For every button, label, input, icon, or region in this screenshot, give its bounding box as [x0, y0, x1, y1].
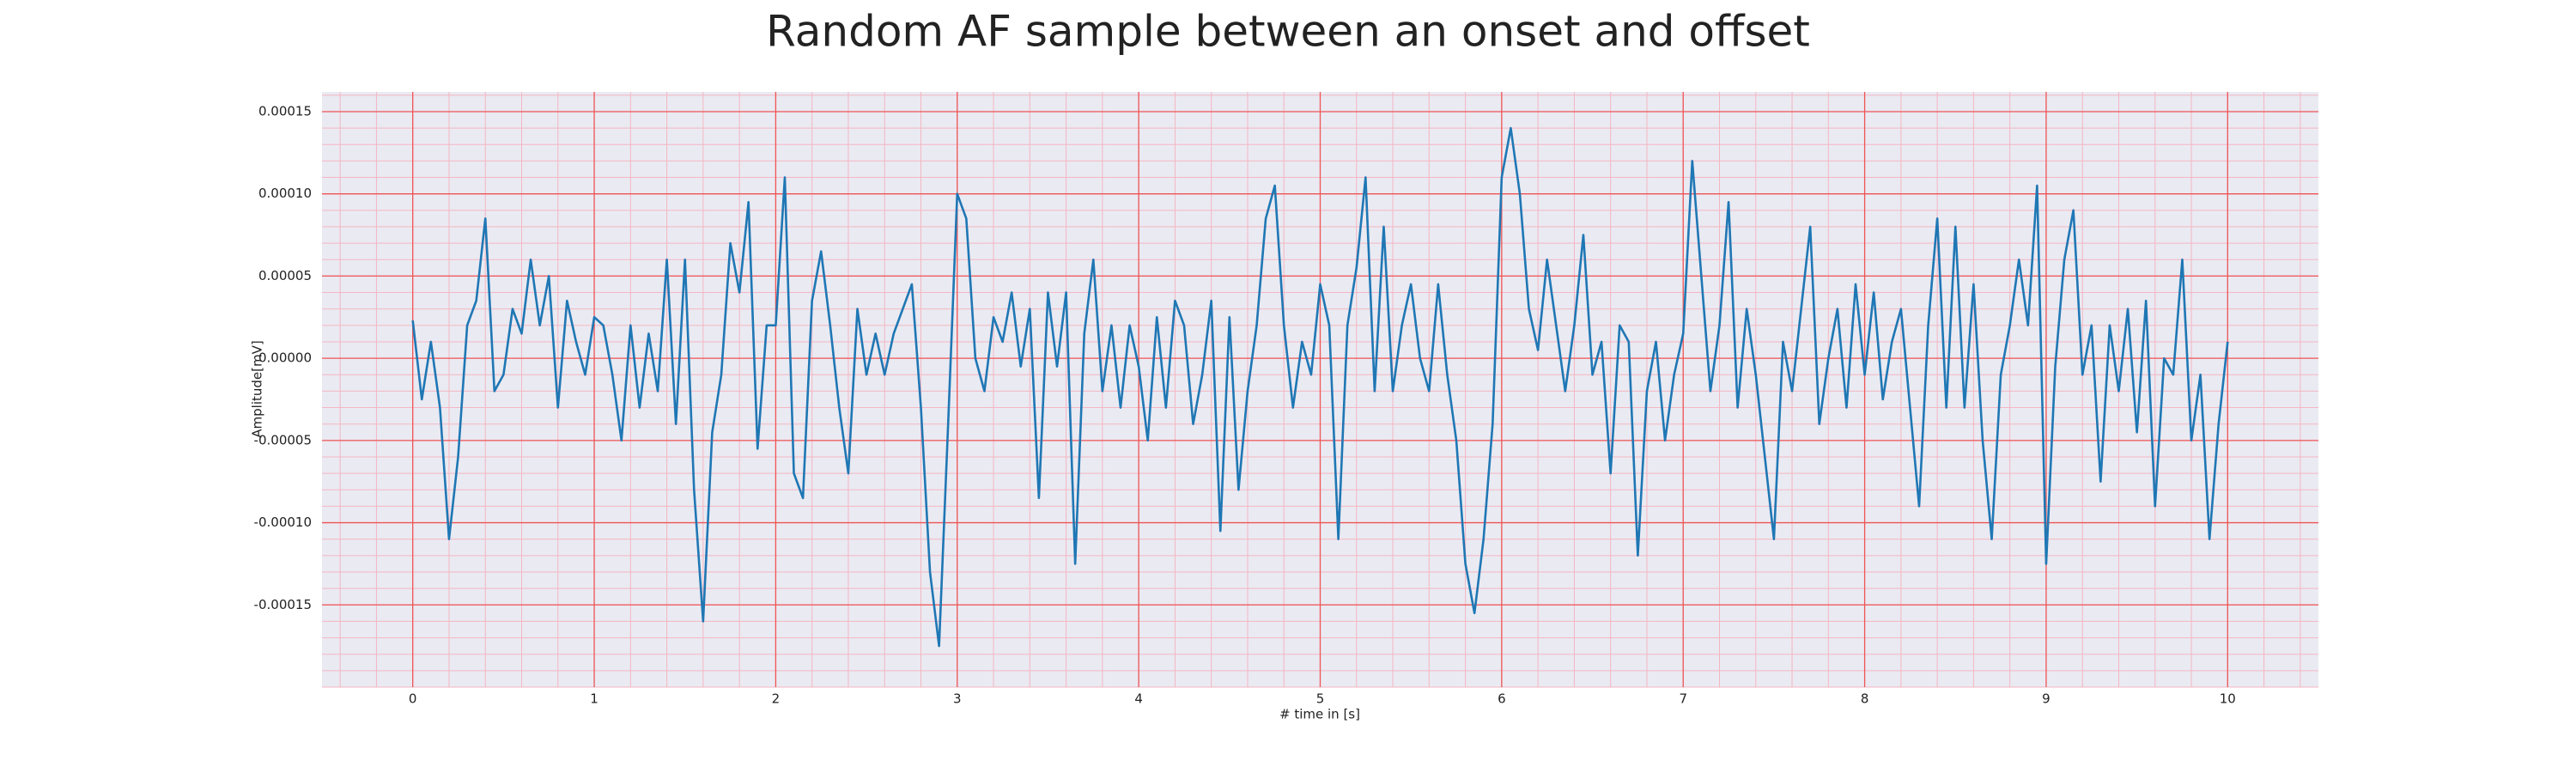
x-axis-label: # time in [s] — [1279, 707, 1360, 722]
x-tick-label: 7 — [1679, 691, 1687, 707]
x-tick-label: 6 — [1498, 691, 1506, 707]
y-tick-label: -0.00010 — [254, 514, 312, 530]
x-tick-label: 4 — [1134, 691, 1143, 707]
y-axis-label: Amplitude[mV] — [250, 340, 265, 437]
y-tick-label: 0.00005 — [258, 268, 312, 283]
x-tick-label: 2 — [772, 691, 781, 707]
x-tick-label: 1 — [590, 691, 598, 707]
x-tick-label: 0 — [409, 691, 417, 707]
x-tick-label: 8 — [1861, 691, 1869, 707]
y-tick-label: 0.00015 — [258, 103, 312, 119]
y-tick-label: -0.00015 — [254, 597, 312, 612]
x-tick-label: 10 — [2220, 691, 2236, 707]
y-tick-label: -0.00005 — [254, 432, 312, 447]
signal-line — [411, 126, 2229, 648]
chart-title: Random AF sample between an onset and of… — [766, 7, 1810, 57]
y-tick-label: 0.00010 — [258, 186, 312, 201]
x-tick-label: 9 — [2042, 691, 2050, 707]
x-tick-label: 5 — [1316, 691, 1325, 707]
y-tick-label: 0.00000 — [258, 350, 312, 366]
x-tick-label: 3 — [953, 691, 962, 707]
